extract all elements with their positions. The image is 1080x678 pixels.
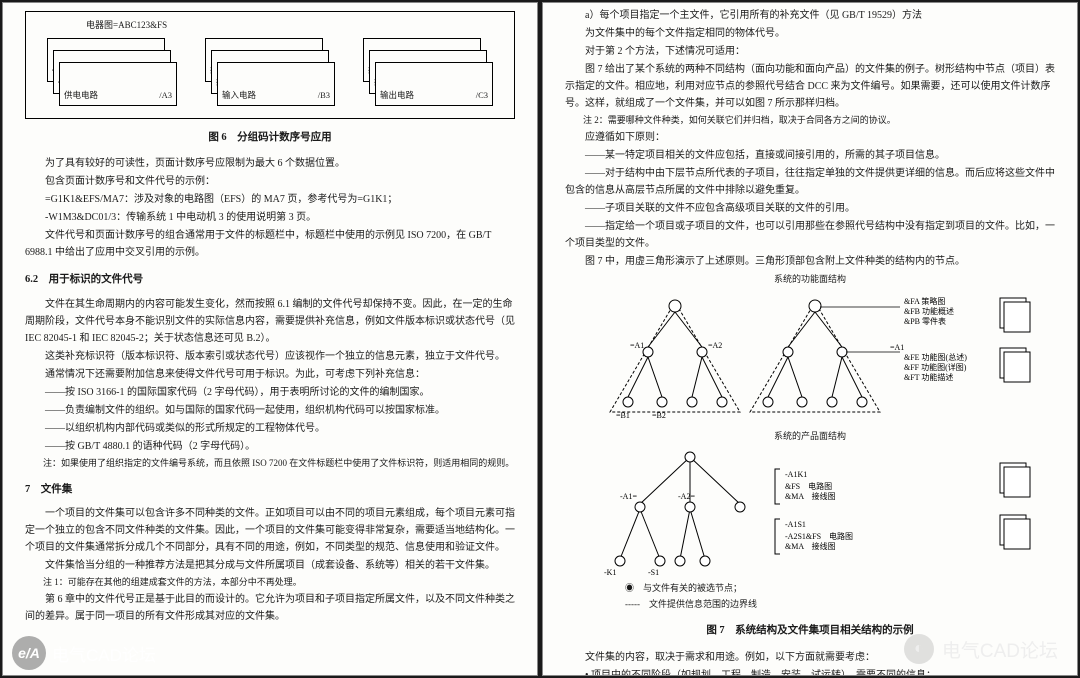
body-text: 为了具有较好的可读性，页面计数序号应限制为最大 6 个数据位置。 <box>25 155 515 172</box>
note-text: 注：如果使用了组织指定的文件编号系统，而且依照 ISO 7200 在文件标题栏中… <box>25 456 515 471</box>
wechat-icon: ◐ <box>904 634 934 664</box>
circuit-label: 输出电路 <box>380 88 414 103</box>
circuit-card: 输入电路/B3 <box>217 62 335 106</box>
legend-row: ◉ 与文件有关的被选节点； <box>565 581 1055 597</box>
body-text: =G1K1&EFS/MA7：涉及对象的电路图（EFS）的 MA7 页，参考代号为… <box>25 191 515 208</box>
figure-6-box: 电器图=ABC123&FS 供电电路/A1 供电电路/A2 供电电路/A3 输入… <box>25 11 515 119</box>
list-item: ——按 GB/T 4880.1 的语种代码（2 字母代码）。 <box>25 438 515 455</box>
svg-text:&FA 策略图: &FA 策略图 <box>904 296 945 306</box>
body-text: 应遵循如下原则： <box>565 129 1055 146</box>
body-text: 通常情况下还需要附加信息来使得文件代号可用于标识。为此，可考虑下列补充信息： <box>25 366 515 383</box>
legend-marker-dash: ----- <box>625 599 649 609</box>
circuit-stack-a: 供电电路/A1 供电电路/A2 供电电路/A3 <box>47 38 177 108</box>
list-item: ——指定给一个项目或子项目的文件，也可以引用那些在参照代号结构中没有指定到项目的… <box>565 218 1055 252</box>
tree-diagram-svg: &FA 策略图 &FB 功能概述 &PB 零件表 =A1 &FE 功能图(总述)… <box>580 292 1040 427</box>
body-text: 这类补充标识符（版本标识符、版本索引或状态代号）应该视作一个独立的信息元素，独立… <box>25 348 515 365</box>
body-text: 第 6 章中的文件代号正是基于此目的而设计的。它允许为项目和子项目指定所属文件，… <box>25 591 515 625</box>
list-item: ——以组织机构内部代码或类似的形式所规定的工程物体代号。 <box>25 420 515 437</box>
svg-text:-A1=: -A1= <box>620 492 637 501</box>
svg-text:&FE 功能图(总述): &FE 功能图(总述) <box>904 352 967 362</box>
svg-text:=A1: =A1 <box>890 343 904 352</box>
svg-text:-A1K1: -A1K1 <box>785 470 807 479</box>
body-text: 文件集恰当分组的一种推荐方法是把其分成与文件所属项目（成套设备、系统等）相关的若… <box>25 557 515 574</box>
note-text: 注 1：可能存在其他的组建成套文件的方法，本部分中不再处理。 <box>25 575 515 590</box>
circuit-stack-b: 输入电路/B1 输入电路/B2 输入电路/B3 <box>205 38 335 108</box>
circuit-label: 输入电路 <box>222 88 256 103</box>
watermark-logo-icon: e/A <box>12 636 46 670</box>
note-text: 注 2：需要哪种文件种类，如何关联它们并归档，取决于合同各方之间的协议。 <box>565 113 1055 128</box>
list-item: ——某一特定项目相关的文件应包括，直接或间接引用的，所需的其子项目信息。 <box>565 147 1055 164</box>
svg-text:-A2S1&FS 电路图: -A2S1&FS 电路图 <box>785 531 853 541</box>
figure-6-caption: 图 6 分组码计数序号应用 <box>25 129 515 147</box>
circuit-card: 供电电路/A3 <box>59 62 177 106</box>
body-text: a）每个项目指定一个主文件，它引用所有的补充文件（见 GB/T 19529）方法 <box>565 7 1055 24</box>
svg-text:&FS 电路图: &FS 电路图 <box>785 481 832 491</box>
heading-7: 7 文件集 <box>25 481 515 499</box>
circuit-label: 供电电路 <box>64 88 98 103</box>
watermark-left-text: 电气CAD论坛 <box>52 641 156 666</box>
diagram-top-title: 系统的功能面结构 <box>565 272 1055 288</box>
body-text: -W1M3&DC01/3：传输系统 1 中电动机 3 的使用说明第 3 页。 <box>25 209 515 226</box>
figure-7-top-diagram: &FA 策略图 &FB 功能概述 &PB 零件表 =A1 &FE 功能图(总述)… <box>565 292 1055 427</box>
svg-text:&PB 零件表: &PB 零件表 <box>904 316 946 326</box>
figure-7-bottom-diagram: -A1= -A2= -K1 -S1 -A1K1&FS 电路图&MA 接线图 -A1S… <box>565 449 1055 579</box>
product-tree-svg: -A1= -A2= -K1 -S1 -A1K1&FS 电路图&MA 接线图 -A1S… <box>580 449 1040 579</box>
svg-text:&FF 功能图(详图): &FF 功能图(详图) <box>904 362 967 372</box>
page-right: a）每个项目指定一个主文件，它引用所有的补充文件（见 GB/T 19529）方法… <box>542 2 1078 676</box>
body-text: 文件在其生命周期内的内容可能发生变化，然而按照 6.1 编制的文件代号却保持不变… <box>25 296 515 347</box>
body-text: 一个项目的文件集可以包含许多不同种类的文件。正如项目可以由不同的项目元素组成，每… <box>25 505 515 556</box>
body-text: 图 7 中，用虚三角形演示了上述原则。三角形顶部包含附上文件种类的结构内的节点。 <box>565 253 1055 270</box>
logo-glyph: e/A <box>18 645 40 661</box>
svg-text:-K1: -K1 <box>604 568 616 577</box>
svg-text:=B2: =B2 <box>652 411 666 420</box>
page-left: 电器图=ABC123&FS 供电电路/A1 供电电路/A2 供电电路/A3 输入… <box>2 2 538 676</box>
svg-text:=A2: =A2 <box>708 341 722 350</box>
svg-text:&FB 功能概述: &FB 功能概述 <box>904 306 954 316</box>
watermark-right-text: 电气CAD论坛 <box>942 636 1058 663</box>
bullet-item: • 项目中的不同阶段（如规划、工程、制造、安装、试运转），需要不同的信息； <box>565 667 1055 676</box>
body-text: 为文件集中的每个文件指定相同的物体代号。 <box>565 25 1055 42</box>
circuit-id: /C3 <box>476 88 488 103</box>
body-text: 对于第 2 个方法，下述情况可适用： <box>565 43 1055 60</box>
heading-6-2: 6.2 用于标识的文件代号 <box>25 271 515 289</box>
circuit-stack-c: 输出电路/C1 输出电路/C2 输出电路/C3 <box>363 38 493 108</box>
list-item: ——子项目关联的文件不应包含高级项目关联的文件的引用。 <box>565 200 1055 217</box>
list-item: ——按 ISO 3166-1 的国际国家代码（2 字母代码），用于表明所讨论的文… <box>25 384 515 401</box>
svg-text:-S1: -S1 <box>648 568 659 577</box>
figure-6-inner-label: 电器图=ABC123&FS <box>86 18 504 34</box>
svg-text:&MA 接线图: &MA 接线图 <box>785 491 836 501</box>
legend-marker-filled: ◉ <box>625 583 643 593</box>
list-item: ——对于结构中由下层节点所代表的子项目，往往指定单独的文件提供更详细的信息。而后… <box>565 165 1055 199</box>
wechat-glyph: ◐ <box>914 640 924 658</box>
circuit-card: 输出电路/C3 <box>375 62 493 106</box>
circuit-id: /A3 <box>159 88 172 103</box>
list-item: ——负责编制文件的组织。如与国际的国家代码一起使用，组织机构代码可以按国家标准。 <box>25 402 515 419</box>
circuit-id: /B3 <box>318 88 330 103</box>
diagram-bottom-title: 系统的产品面结构 <box>565 429 1055 445</box>
legend-text: 文件提供信息范围的边界线 <box>649 599 757 609</box>
body-text: 图 7 给出了某个系统的两种不同结构（面向功能和面向产品）的文件集的例子。树形结… <box>565 61 1055 112</box>
svg-text:=B1: =B1 <box>616 411 630 420</box>
legend-row: ----- 文件提供信息范围的边界线 <box>565 597 1055 613</box>
body-text: 文件代号和页面计数序号的组合通常用于文件的标题栏中，标题栏中使用的示例见 ISO… <box>25 227 515 261</box>
svg-text:&MA 接线图: &MA 接线图 <box>785 541 836 551</box>
body-text: 包含页面计数序号和文件代号的示例： <box>25 173 515 190</box>
watermark-right: ◐ 电气CAD论坛 <box>904 634 1058 664</box>
legend-text: 与文件有关的被选节点； <box>643 583 742 593</box>
svg-text:&FT 功能描述: &FT 功能描述 <box>904 372 953 382</box>
circuit-row: 供电电路/A1 供电电路/A2 供电电路/A3 输入电路/B1 输入电路/B2 … <box>36 38 504 108</box>
svg-text:-A2=: -A2= <box>678 492 695 501</box>
svg-text:-A1S1: -A1S1 <box>785 520 806 529</box>
svg-text:=A1: =A1 <box>630 341 644 350</box>
watermark-left: e/A 电气CAD论坛 <box>12 636 156 670</box>
